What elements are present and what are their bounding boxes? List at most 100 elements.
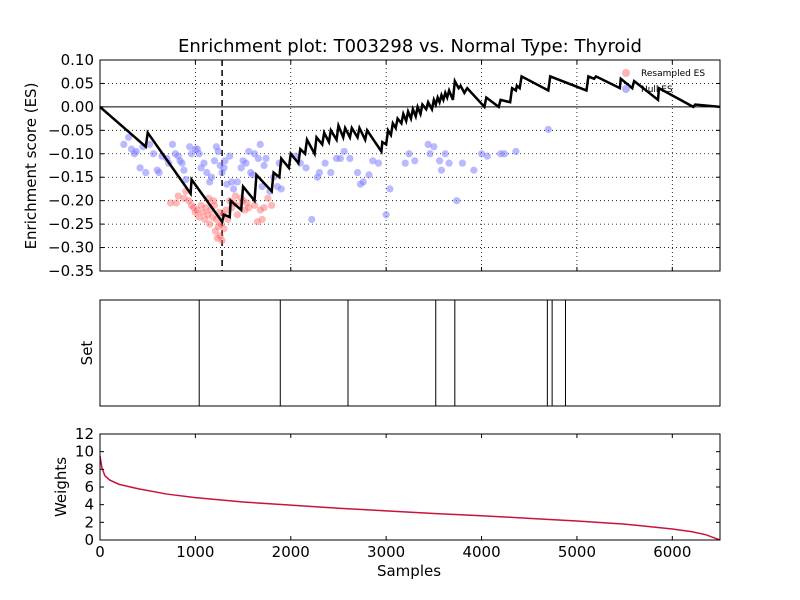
null-es-point xyxy=(208,173,216,181)
resampled-es-point xyxy=(231,192,240,200)
enrichment-axes-frame xyxy=(99,59,721,272)
null-es-point xyxy=(435,157,444,165)
null-es-point xyxy=(136,164,144,172)
resampled-es-point xyxy=(166,199,175,207)
null-es-point xyxy=(254,154,262,163)
null-es-point xyxy=(445,159,453,167)
null-es-point xyxy=(221,157,229,165)
weights-y-tick-label: 6 xyxy=(84,478,94,496)
null-es-point xyxy=(340,147,348,156)
resampled-es-point xyxy=(260,204,268,212)
resampled-es-point xyxy=(202,204,210,212)
resampled-es-point xyxy=(253,218,261,226)
resampled-es-point xyxy=(218,236,226,245)
null-es-point xyxy=(168,140,177,148)
resampled-es-point xyxy=(174,192,182,200)
samples-x-tick-label: 2000 xyxy=(272,543,310,561)
null-es-point xyxy=(500,150,509,158)
null-es-point xyxy=(441,150,449,158)
resampled-es-point xyxy=(180,194,188,202)
null-es-point xyxy=(483,152,491,160)
set-panel: Set xyxy=(78,299,721,407)
resampled-es-points xyxy=(166,187,276,245)
legend-null-label: Null ES xyxy=(641,85,673,95)
null-es-point xyxy=(229,185,238,193)
resampled-es-point xyxy=(208,213,217,221)
set-axes-frame xyxy=(99,299,721,407)
weights-y-tick-label: 10 xyxy=(75,443,94,461)
null-es-point xyxy=(365,171,373,179)
weights-x-ticks: 0 1000 2000 3000 4000 5000 6000 xyxy=(95,434,691,561)
null-es-point xyxy=(220,164,228,172)
null-es-point xyxy=(359,178,367,186)
null-es-point xyxy=(146,140,154,148)
null-es-point xyxy=(405,150,413,158)
null-es-point xyxy=(195,150,203,158)
weights-y-tick-label: 2 xyxy=(84,513,94,531)
weights-y-tick-label: 4 xyxy=(84,496,94,514)
samples-x-tick-label: 4000 xyxy=(462,543,500,561)
resampled-es-point xyxy=(204,211,212,219)
resampled-es-point xyxy=(233,211,241,219)
resampled-es-point xyxy=(172,199,180,207)
legend-resampled-marker xyxy=(622,69,630,77)
resampled-es-point xyxy=(241,206,249,214)
es-y-tick-label: −0.25 xyxy=(48,215,94,233)
es-y-tick-label: −0.05 xyxy=(48,121,94,139)
null-es-point xyxy=(346,154,354,163)
null-es-point xyxy=(336,154,344,163)
null-es-point xyxy=(424,140,432,148)
resampled-es-point xyxy=(195,213,203,221)
null-es-point xyxy=(315,168,323,177)
null-es-point xyxy=(228,178,236,186)
null-es-point xyxy=(477,150,486,158)
null-es-point xyxy=(182,175,190,184)
null-es-point xyxy=(353,168,362,177)
resampled-es-point xyxy=(264,194,272,202)
enrichment-panel: 0.10 0.05 0.00 −0.05 −0.10 −0.15 −0.20 −0.25 −0.… xyxy=(22,51,721,280)
null-es-point xyxy=(260,161,268,170)
null-es-point xyxy=(210,157,219,165)
chart-title: Enrichment plot: T003298 vs. Normal Type… xyxy=(178,36,642,57)
null-es-point xyxy=(453,197,461,205)
es-curve xyxy=(99,74,721,225)
es-y-tick-label: −0.10 xyxy=(48,145,94,163)
null-es-point xyxy=(245,147,253,156)
legend-resampled-label: Resampled ES xyxy=(641,69,705,79)
null-es-point xyxy=(321,159,329,167)
es-y-tick-label: −0.20 xyxy=(48,192,94,210)
null-es-point xyxy=(214,147,222,156)
set-y-axis-label: Set xyxy=(78,341,96,366)
samples-x-tick-label: 3000 xyxy=(367,543,405,561)
resampled-es-point xyxy=(213,234,221,242)
es-y-tick-label: 0.10 xyxy=(61,51,94,69)
samples-x-axis-label: Samples xyxy=(377,562,441,580)
resampled-es-point xyxy=(209,197,218,205)
null-es-point xyxy=(186,143,194,151)
weights-y-tick-label: 8 xyxy=(84,460,94,478)
es-y-tick-label: −0.15 xyxy=(48,168,94,186)
resampled-es-point xyxy=(214,222,222,231)
weights-axes-frame xyxy=(99,433,721,541)
null-es-point xyxy=(308,215,316,224)
legend: Resampled ES Null ES xyxy=(622,69,705,95)
enrichment-x-tickmarks xyxy=(194,60,673,271)
null-es-point xyxy=(430,143,438,151)
samples-x-tick-label: 1000 xyxy=(176,543,214,561)
es-y-axis-label: Enrichment score (ES) xyxy=(22,83,40,250)
weights-y-tick-label: 0 xyxy=(84,531,94,549)
samples-x-tick-label: 5000 xyxy=(558,543,596,561)
resampled-es-point xyxy=(191,208,199,216)
null-es-point xyxy=(155,168,163,177)
resampled-es-point xyxy=(258,215,266,224)
null-es-point xyxy=(200,159,208,167)
null-es-point xyxy=(178,159,186,167)
null-es-point xyxy=(249,171,257,179)
null-es-point xyxy=(374,159,383,167)
resampled-es-point xyxy=(220,225,228,233)
null-es-point xyxy=(544,125,552,133)
null-es-point xyxy=(226,152,234,160)
